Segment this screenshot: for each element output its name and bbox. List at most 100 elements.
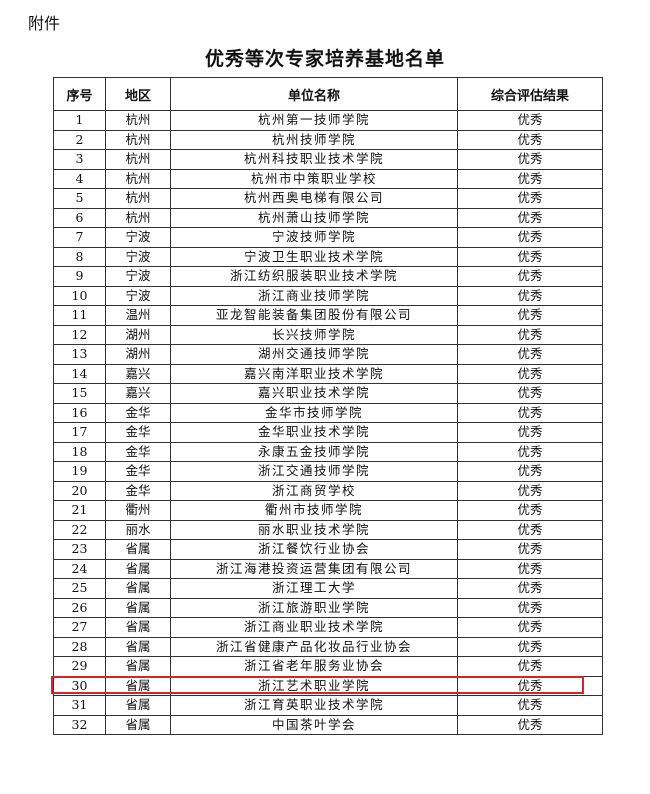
- unit-name: 浙江育英职业技术学院: [170, 695, 458, 716]
- table-row: 19 金华 浙江交通技师学院 优秀: [53, 461, 603, 482]
- result: 优秀: [457, 519, 603, 540]
- column-header: 地区: [105, 77, 171, 111]
- result: 优秀: [457, 207, 603, 228]
- row-number: 28: [53, 636, 106, 657]
- table-row: 15 嘉兴 嘉兴职业技术学院 优秀: [53, 383, 603, 404]
- result: 优秀: [457, 617, 603, 638]
- unit-name: 浙江商业技师学院: [170, 285, 458, 306]
- column-header: 序号: [53, 77, 106, 111]
- unit-name: 长兴技师学院: [170, 324, 458, 345]
- unit-name: 浙江海港投资运营集团有限公司: [170, 558, 458, 579]
- region: 省属: [105, 597, 171, 618]
- table-row: 32 省属 中国茶叶学会 优秀: [53, 714, 603, 735]
- row-number: 13: [53, 344, 106, 365]
- region: 杭州: [105, 168, 171, 189]
- table-row: 5 杭州 杭州西奥电梯有限公司 优秀: [53, 188, 603, 209]
- row-number: 25: [53, 578, 106, 599]
- row-number: 12: [53, 324, 106, 345]
- table-row: 1 杭州 杭州第一技师学院 优秀: [53, 110, 603, 131]
- table-row: 24 省属 浙江海港投资运营集团有限公司 优秀: [53, 558, 603, 579]
- table-row: 9 宁波 浙江纺织服装职业技术学院 优秀: [53, 266, 603, 287]
- table-row: 14 嘉兴 嘉兴南洋职业技术学院 优秀: [53, 363, 603, 384]
- row-number: 18: [53, 441, 106, 462]
- table-row: 4 杭州 杭州市中策职业学校 优秀: [53, 168, 603, 189]
- region: 杭州: [105, 110, 171, 131]
- region: 省属: [105, 714, 171, 735]
- header-row: 序号 地区 单位名称 综合评估结果: [53, 77, 603, 111]
- row-number: 32: [53, 714, 106, 735]
- row-number: 21: [53, 500, 106, 521]
- unit-name: 浙江旅游职业学院: [170, 597, 458, 618]
- result: 优秀: [457, 714, 603, 735]
- list-table: 序号 地区 单位名称 综合评估结果 1 杭州 杭州第一技师学院 优秀 2 杭州 杭州技师学院 优秀 3…: [53, 77, 603, 735]
- result: 优秀: [457, 110, 603, 131]
- table-row: 11 温州 亚龙智能装备集团股份有限公司 优秀: [53, 305, 603, 326]
- region: 杭州: [105, 129, 171, 150]
- result: 优秀: [457, 227, 603, 248]
- row-number: 16: [53, 402, 106, 423]
- result: 优秀: [457, 285, 603, 306]
- unit-name: 嘉兴南洋职业技术学院: [170, 363, 458, 384]
- table-row: 16 金华 金华市技师学院 优秀: [53, 402, 603, 423]
- result: 优秀: [457, 500, 603, 521]
- unit-name: 杭州第一技师学院: [170, 110, 458, 131]
- result: 优秀: [457, 539, 603, 560]
- table-row: 21 衢州 衢州市技师学院 优秀: [53, 500, 603, 521]
- result: 优秀: [457, 597, 603, 618]
- row-number: 14: [53, 363, 106, 384]
- table-row: 10 宁波 浙江商业技师学院 优秀: [53, 285, 603, 306]
- row-number: 6: [53, 207, 106, 228]
- row-number: 4: [53, 168, 106, 189]
- region: 杭州: [105, 149, 171, 170]
- document-title: 优秀等次专家培养基地名单: [204, 48, 445, 70]
- region: 宁波: [105, 246, 171, 267]
- attachment-label: 附件: [28, 14, 61, 33]
- region: 省属: [105, 539, 171, 560]
- row-number: 20: [53, 480, 106, 501]
- row-number: 17: [53, 422, 106, 443]
- unit-name: 杭州技师学院: [170, 129, 458, 150]
- table-row: 26 省属 浙江旅游职业学院 优秀: [53, 597, 603, 618]
- result: 优秀: [457, 188, 603, 209]
- unit-name: 浙江省老年服务业协会: [170, 656, 458, 677]
- region: 省属: [105, 656, 171, 677]
- unit-name: 浙江餐饮行业协会: [170, 539, 458, 560]
- result: 优秀: [457, 422, 603, 443]
- column-header: 单位名称: [170, 77, 458, 111]
- table-row: 31 省属 浙江育英职业技术学院 优秀: [53, 695, 603, 716]
- unit-name: 中国茶叶学会: [170, 714, 458, 735]
- region: 嘉兴: [105, 383, 171, 404]
- result: 优秀: [457, 344, 603, 365]
- row-number: 2: [53, 129, 106, 150]
- result: 优秀: [457, 578, 603, 599]
- region: 金华: [105, 402, 171, 423]
- row-number: 9: [53, 266, 106, 287]
- region: 嘉兴: [105, 363, 171, 384]
- row-number: 7: [53, 227, 106, 248]
- row-number: 8: [53, 246, 106, 267]
- region: 温州: [105, 305, 171, 326]
- row-number: 23: [53, 539, 106, 560]
- unit-name: 浙江纺织服装职业技术学院: [170, 266, 458, 287]
- result: 优秀: [457, 636, 603, 657]
- region: 宁波: [105, 285, 171, 306]
- result: 优秀: [457, 266, 603, 287]
- row-number: 26: [53, 597, 106, 618]
- region: 省属: [105, 695, 171, 716]
- unit-name: 宁波技师学院: [170, 227, 458, 248]
- row-number: 15: [53, 383, 106, 404]
- region: 湖州: [105, 344, 171, 365]
- result: 优秀: [457, 695, 603, 716]
- result: 优秀: [457, 305, 603, 326]
- result: 优秀: [457, 441, 603, 462]
- unit-name: 浙江交通技师学院: [170, 461, 458, 482]
- row-number: 31: [53, 695, 106, 716]
- unit-name: 金华职业技术学院: [170, 422, 458, 443]
- column-header: 综合评估结果: [457, 77, 603, 111]
- table-row: 28 省属 浙江省健康产品化妆品行业协会 优秀: [53, 636, 603, 657]
- table-row: 12 湖州 长兴技师学院 优秀: [53, 324, 603, 345]
- row-number: 29: [53, 656, 106, 677]
- result: 优秀: [457, 461, 603, 482]
- region: 省属: [105, 636, 171, 657]
